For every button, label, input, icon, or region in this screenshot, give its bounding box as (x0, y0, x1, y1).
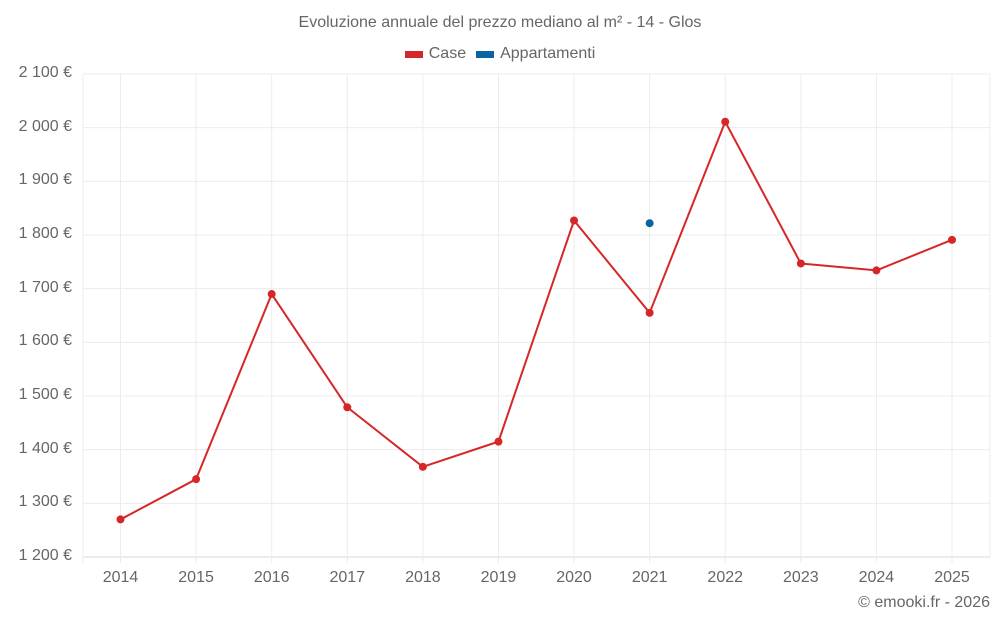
series-line-case (120, 120, 953, 521)
data-point-case[interactable] (192, 475, 201, 484)
data-point-case[interactable] (494, 437, 503, 446)
legend-swatch-appartamenti (476, 50, 495, 58)
y-tick-label: 1 600 € (18, 332, 72, 350)
legend-item-appartamenti[interactable]: Appartamenti (476, 45, 595, 63)
legend-label-appartamenti: Appartamenti (500, 45, 596, 62)
x-tick-label: 2016 (253, 569, 290, 586)
y-tick-label: 1 500 € (18, 386, 72, 403)
y-tick-label: 1 400 € (18, 439, 72, 457)
data-point-appartamenti[interactable] (645, 219, 654, 228)
y-tick-label: 1 700 € (18, 278, 72, 296)
x-tick-label: 2020 (556, 569, 592, 586)
data-point-case[interactable] (721, 117, 730, 126)
x-tick-label: 2014 (102, 569, 139, 586)
x-tick-label: 2022 (707, 569, 744, 586)
chart-title: Evoluzione annuale del prezzo mediano al… (298, 14, 702, 31)
y-tick-label: 1 900 € (18, 171, 72, 189)
y-tick-label: 1 200 € (18, 547, 72, 564)
legend-label-case: Case (428, 45, 467, 62)
data-point-case[interactable] (343, 403, 352, 412)
y-tick-label: 1 300 € (18, 493, 72, 511)
x-tick-label: 2017 (329, 569, 366, 586)
data-point-case[interactable] (116, 515, 125, 524)
x-tick-label: 2021 (631, 569, 668, 586)
data-point-case[interactable] (570, 216, 579, 225)
data-point-case[interactable] (872, 266, 881, 275)
y-tick-label: 1 800 € (18, 225, 72, 242)
legend-item-case[interactable]: Case (404, 45, 467, 63)
y-tick-label: 2 000 € (18, 117, 72, 135)
x-tick-label: 2015 (178, 569, 214, 586)
data-point-case[interactable] (418, 462, 427, 471)
legend: Case Appartamenti (0, 45, 1000, 63)
x-tick-label: 2019 (480, 569, 517, 586)
credit-text: © emooki.fr - 2026 (858, 594, 990, 611)
x-tick-label: 2025 (934, 569, 970, 586)
data-point-case[interactable] (796, 259, 805, 268)
legend-swatch-case (404, 50, 423, 58)
x-tick-label: 2024 (858, 569, 895, 586)
x-tick-label: 2023 (783, 569, 819, 586)
x-tick-label: 2018 (405, 569, 441, 586)
data-point-case[interactable] (267, 290, 276, 299)
data-point-case[interactable] (645, 308, 654, 317)
data-point-case[interactable] (948, 235, 956, 244)
y-tick-label: 2 100 € (18, 64, 72, 81)
